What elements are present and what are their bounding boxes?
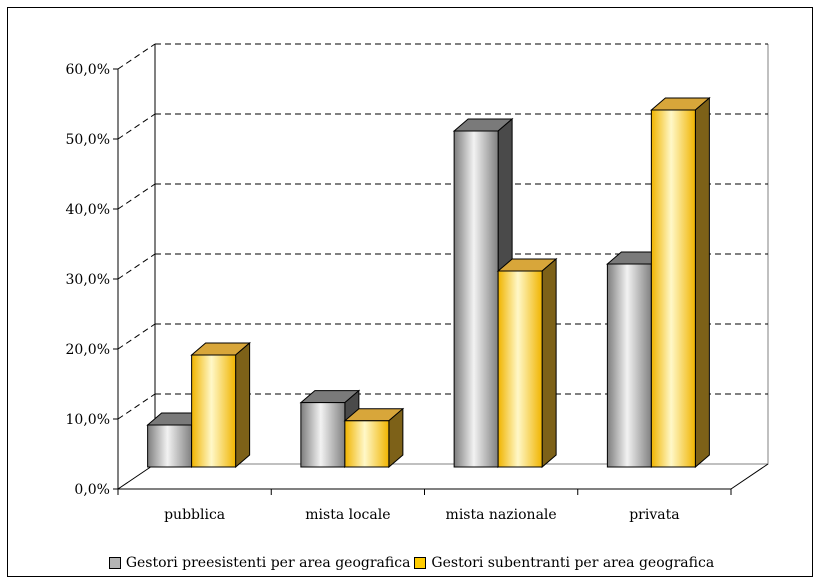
bars: [146, 96, 711, 469]
gridline-depth: [117, 323, 156, 350]
y-tick-label: 40,0%: [66, 202, 110, 218]
bar-front: [191, 354, 237, 468]
x-tick-label: mista nazionale: [446, 507, 557, 523]
bar-subentranti: [650, 96, 711, 469]
legend-item-subentranti: Gestori subentranti per area geografica: [414, 555, 714, 571]
bar-front: [497, 270, 543, 468]
bar-front: [147, 424, 193, 468]
gridline-depth: [117, 43, 156, 70]
bar-front: [453, 130, 499, 468]
legend-swatch-gray: [108, 557, 121, 569]
bar-side: [235, 341, 251, 469]
y-tick-label: 10,0%: [66, 412, 110, 428]
bar-front: [606, 263, 652, 468]
y-tick-label: 60,0%: [66, 62, 110, 78]
bar-front: [650, 109, 696, 468]
y-tick-label: 30,0%: [66, 272, 110, 288]
y-tick-label: 20,0%: [66, 342, 110, 358]
y-tick-label: 50,0%: [66, 132, 110, 148]
gridline-depth: [117, 253, 156, 280]
legend-swatch-yellow: [414, 557, 427, 569]
legend-label-preesistenti: Gestori preesistenti per area geografica: [125, 555, 411, 571]
floor-edges: [117, 463, 769, 490]
x-tick-label: mista locale: [305, 507, 390, 523]
gridline-depth: [117, 113, 156, 140]
bar-subentranti: [496, 257, 558, 469]
legend-label-subentranti: Gestori subentranti per area geografica: [431, 555, 715, 571]
y-axis: 0,0% 10,0% 20,0% 30,0% 40,0% 50,0% 60,0%: [66, 62, 119, 498]
bar-side: [694, 96, 710, 469]
legend-item-preesistenti: Gestori preesistenti per area geografica: [108, 555, 411, 571]
y-tick-label: 0,0%: [74, 482, 110, 498]
bar-front: [300, 402, 346, 468]
legend: Gestori preesistenti per area geografica…: [0, 553, 823, 573]
gridline-depth: [117, 183, 156, 210]
x-tick-label: privata: [629, 507, 679, 523]
bar-subentranti: [190, 341, 251, 469]
x-tick-label: pubblica: [164, 507, 225, 523]
bar-side: [541, 257, 557, 469]
bar-front: [344, 420, 390, 468]
bar-subentranti: [343, 407, 405, 469]
x-axis: pubblica mista locale mista nazionale priva…: [117, 488, 732, 523]
gridline-depth: [117, 393, 156, 420]
